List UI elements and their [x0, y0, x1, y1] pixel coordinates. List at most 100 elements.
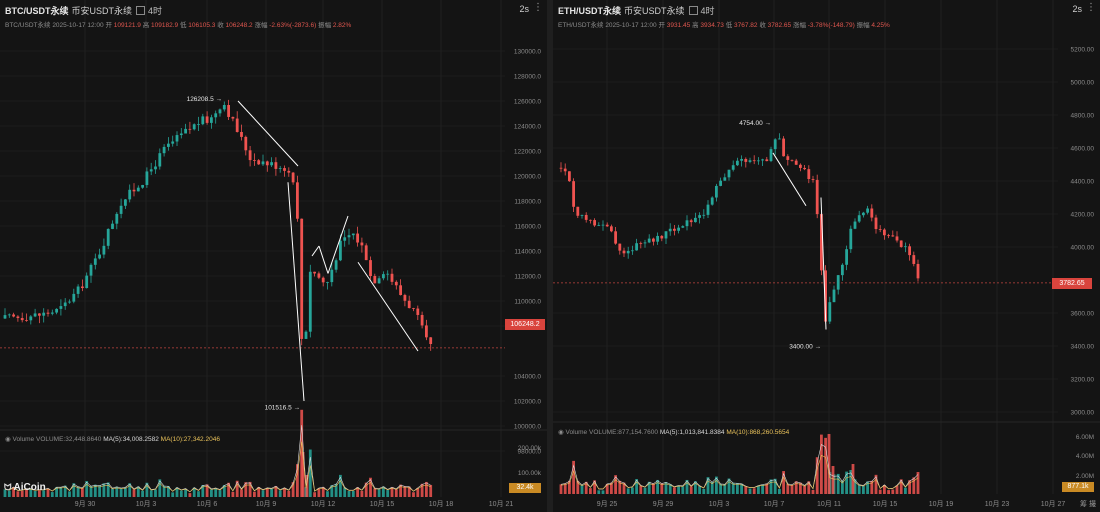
candle-body: [347, 235, 351, 238]
candle-body: [93, 258, 97, 265]
y-tick-label: 4400.00: [1071, 179, 1095, 186]
volume-bar: [124, 487, 127, 497]
volume-bar: [639, 485, 643, 494]
pair-title[interactable]: ETH/USDT永续 币安USDT永续 4时: [558, 4, 715, 17]
candle-body: [748, 160, 752, 162]
eth-chart-panel[interactable]: 9月 25 9月 29 10月 3 10月 7 10月 11 10月 15 10月 19 10…: [553, 0, 1100, 512]
panel-menu-icon[interactable]: ⋮: [533, 2, 543, 13]
current-price-tag: 106248.2: [505, 319, 545, 330]
volume-bar: [740, 483, 743, 494]
candle-body: [786, 156, 790, 160]
eye-icon[interactable]: ◉: [5, 436, 11, 443]
volume-bar: [235, 480, 239, 497]
volume-bar: [778, 488, 781, 494]
volume-bar: [647, 481, 651, 494]
candle-body: [42, 312, 46, 316]
change-label: 涨幅: [254, 22, 268, 29]
candle-body: [883, 229, 886, 236]
volume-bar: [626, 488, 630, 494]
panel-menu-icon[interactable]: ⋮: [1086, 2, 1096, 13]
btc-candlestick-chart[interactable]: 9月 30 10月 3 10月 6 10月 9 10月 12 10月 15 10月 18 10…: [0, 0, 547, 512]
pair-name: ETH/USDT永续: [558, 6, 622, 16]
volume-bar: [46, 488, 50, 497]
external-link-icon[interactable]: [136, 6, 145, 16]
volume-bar: [831, 466, 835, 494]
volume-bar: [179, 490, 183, 497]
volume-bar: [188, 493, 192, 497]
candle-body: [235, 118, 239, 132]
y-tick-label: 3000.00: [1071, 410, 1095, 417]
current-price-tag: 3782.65: [1052, 278, 1092, 289]
volume-tick-label: 6.00M: [1076, 434, 1094, 441]
corner-buttons[interactable]: 筹 撮: [1080, 501, 1096, 508]
ohlc-time: 2025-10-17 12:00: [52, 22, 104, 29]
candle-body: [782, 138, 785, 157]
eye-icon[interactable]: ◉: [558, 429, 564, 436]
volume-ma10: MA(10):27,342.2046: [160, 436, 220, 443]
timeframe-label[interactable]: 4时: [700, 6, 715, 16]
volume-bar: [68, 491, 71, 497]
candle-body: [377, 278, 381, 284]
eth-candlestick-chart[interactable]: 9月 25 9月 29 10月 3 10月 7 10月 11 10月 15 10月 19 10…: [553, 0, 1100, 512]
candle-body: [132, 189, 136, 192]
candle-body: [261, 161, 265, 165]
pair-title[interactable]: BTC/USDT永续 币安USDT永续 4时: [5, 4, 162, 17]
candle-body: [790, 159, 794, 161]
candle-body: [313, 271, 316, 274]
timeframe-label[interactable]: 4时: [148, 6, 163, 16]
ohlc-symbol: ETH/USDT永续: [558, 22, 604, 29]
y-tick-label: 5200.00: [1071, 47, 1095, 54]
candle-body: [576, 206, 580, 216]
x-tick-label: 10月 3: [136, 500, 157, 508]
candle-body: [811, 179, 815, 180]
volume-bar: [25, 488, 28, 497]
y-tick-label: 98000.0: [518, 449, 542, 456]
volume-bar: [849, 470, 853, 494]
volume-bar: [403, 486, 407, 497]
y-tick-label: 122000.0: [514, 149, 541, 156]
candle-body: [106, 228, 110, 246]
candle-body: [12, 314, 15, 317]
volume-bar: [63, 485, 67, 497]
candle-body: [841, 264, 844, 276]
refresh-interval[interactable]: 2s: [519, 4, 529, 14]
candle-body: [274, 162, 278, 169]
volume-bar: [895, 485, 899, 494]
candle-body: [643, 242, 647, 244]
candle-body: [240, 131, 243, 137]
panel-divider[interactable]: [547, 0, 553, 512]
x-tick-label: 10月 12: [311, 500, 336, 508]
y-tick-label: 100000.0: [514, 424, 541, 431]
volume-bar: [916, 472, 920, 494]
volume-bar: [407, 486, 411, 497]
volume-bar: [622, 482, 626, 494]
volume-bar: [866, 481, 869, 494]
volume-bar: [908, 480, 911, 494]
volume-bar: [89, 485, 93, 497]
volume-bar: [313, 492, 316, 497]
logo-text: AiCoin: [13, 482, 46, 493]
refresh-interval[interactable]: 2s: [1072, 4, 1082, 14]
candle-body: [597, 225, 601, 227]
candle-body: [351, 233, 355, 236]
volume-bar: [136, 486, 140, 497]
volume-bar: [201, 485, 205, 497]
candle-body: [740, 158, 743, 161]
low-value: 106105.3: [188, 22, 216, 29]
volume-bar: [184, 488, 187, 497]
volume-bar: [584, 481, 588, 494]
candle-body: [55, 308, 58, 313]
volume-bar: [618, 480, 622, 494]
trend-line: [772, 152, 807, 207]
candle-body: [188, 128, 192, 130]
volume-bar: [399, 484, 402, 497]
candle-body: [652, 238, 655, 242]
external-link-icon[interactable]: [688, 6, 698, 16]
candle-body: [731, 165, 735, 170]
aicoin-logo: ᗢ AiCoin: [4, 482, 46, 493]
volume-bar: [248, 481, 252, 497]
volume-bar: [343, 487, 347, 497]
volume-bar: [731, 482, 735, 494]
btc-chart-panel[interactable]: 9月 30 10月 3 10月 6 10月 9 10月 12 10月 15 10月 18 10…: [0, 0, 547, 512]
low-value: 3767.82: [734, 22, 758, 29]
